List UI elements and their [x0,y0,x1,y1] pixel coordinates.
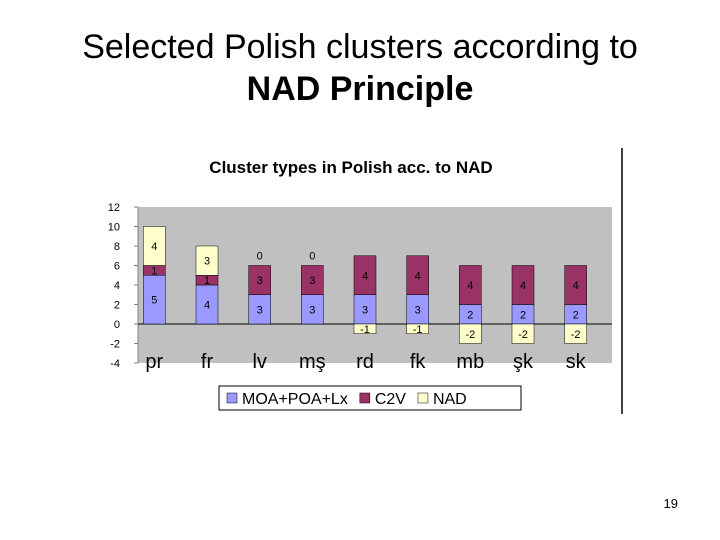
data-label: 1 [151,265,157,277]
data-label: 3 [362,304,368,316]
data-label: 4 [520,280,526,292]
data-label: -2 [465,329,475,341]
data-label: -1 [360,324,370,336]
data-label: 2 [520,309,526,321]
category-label: sk [566,351,587,373]
data-label: 3 [257,275,263,287]
bar-segment-nad [353,323,377,334]
bar-segment-c2v [406,255,429,295]
category-label: şk [513,351,534,373]
y-tick-label: -4 [110,358,120,370]
category-label: fk [410,351,427,373]
data-label: 0 [309,251,315,263]
category-label: pr [145,351,163,373]
slide-title-line1: Selected Polish clusters according to [82,28,638,66]
y-tick-label: 6 [114,261,120,273]
page-number: 19 [663,496,678,511]
y-tick-label: 8 [114,241,120,253]
slide-title: Selected Polish clusters according to NA… [0,26,720,110]
category-label: mb [456,351,484,373]
bar-segment-c2v [353,255,377,295]
bar-segment-c2v [248,265,271,295]
category-label: lv [252,351,266,373]
bar-segment-nad [459,323,482,344]
data-label: 4 [467,280,473,292]
data-label: 3 [204,256,210,268]
data-label: 4 [415,270,421,282]
data-label: 3 [257,304,263,316]
legend-swatch [359,392,371,404]
chart-title: Cluster types in Polish acc. to NAD [209,158,493,177]
data-label: 4 [204,300,210,312]
y-tick-label: 0 [114,319,120,331]
legend-swatch [226,392,238,404]
slide-title-line2: NAD Principle [246,70,474,108]
y-tick-label: 4 [114,280,120,292]
data-label: 2 [467,309,473,321]
category-label: mş [299,351,326,373]
data-label: 4 [573,280,579,292]
y-tick-label: -2 [110,339,120,351]
data-label: -1 [413,324,423,336]
category-label: rd [356,351,374,373]
bar-segment-c2v [564,265,587,305]
data-label: 5 [151,295,157,307]
data-label: 4 [151,241,157,253]
data-label: 0 [257,251,263,263]
category-label: fr [201,351,214,373]
bar-segment-nad [511,323,535,344]
data-label: -2 [571,329,581,341]
legend-swatch [417,392,429,404]
bar-segment-nad [406,323,429,334]
bar-segment-c2v [459,265,482,305]
y-tick-label: 12 [108,202,120,214]
data-label: 4 [362,270,368,282]
legend-label: MOA+POA+Lx [242,391,348,408]
bar-segment-nad [564,323,587,344]
bar-segment-nad [195,245,219,276]
data-label: 2 [573,309,579,321]
bar-segment-c2v [511,265,535,305]
data-label: 1 [204,275,210,287]
data-label: 3 [309,275,315,287]
legend-label: C2V [375,391,406,408]
data-label: -2 [518,329,528,341]
data-label: 3 [309,304,315,316]
bar-segment-nad [143,226,166,266]
y-tick-label: 10 [108,222,120,234]
data-label: 3 [415,304,421,316]
bar-segment-c2v [301,265,324,295]
y-tick-label: 2 [114,300,120,312]
legend-label: NAD [433,391,467,408]
